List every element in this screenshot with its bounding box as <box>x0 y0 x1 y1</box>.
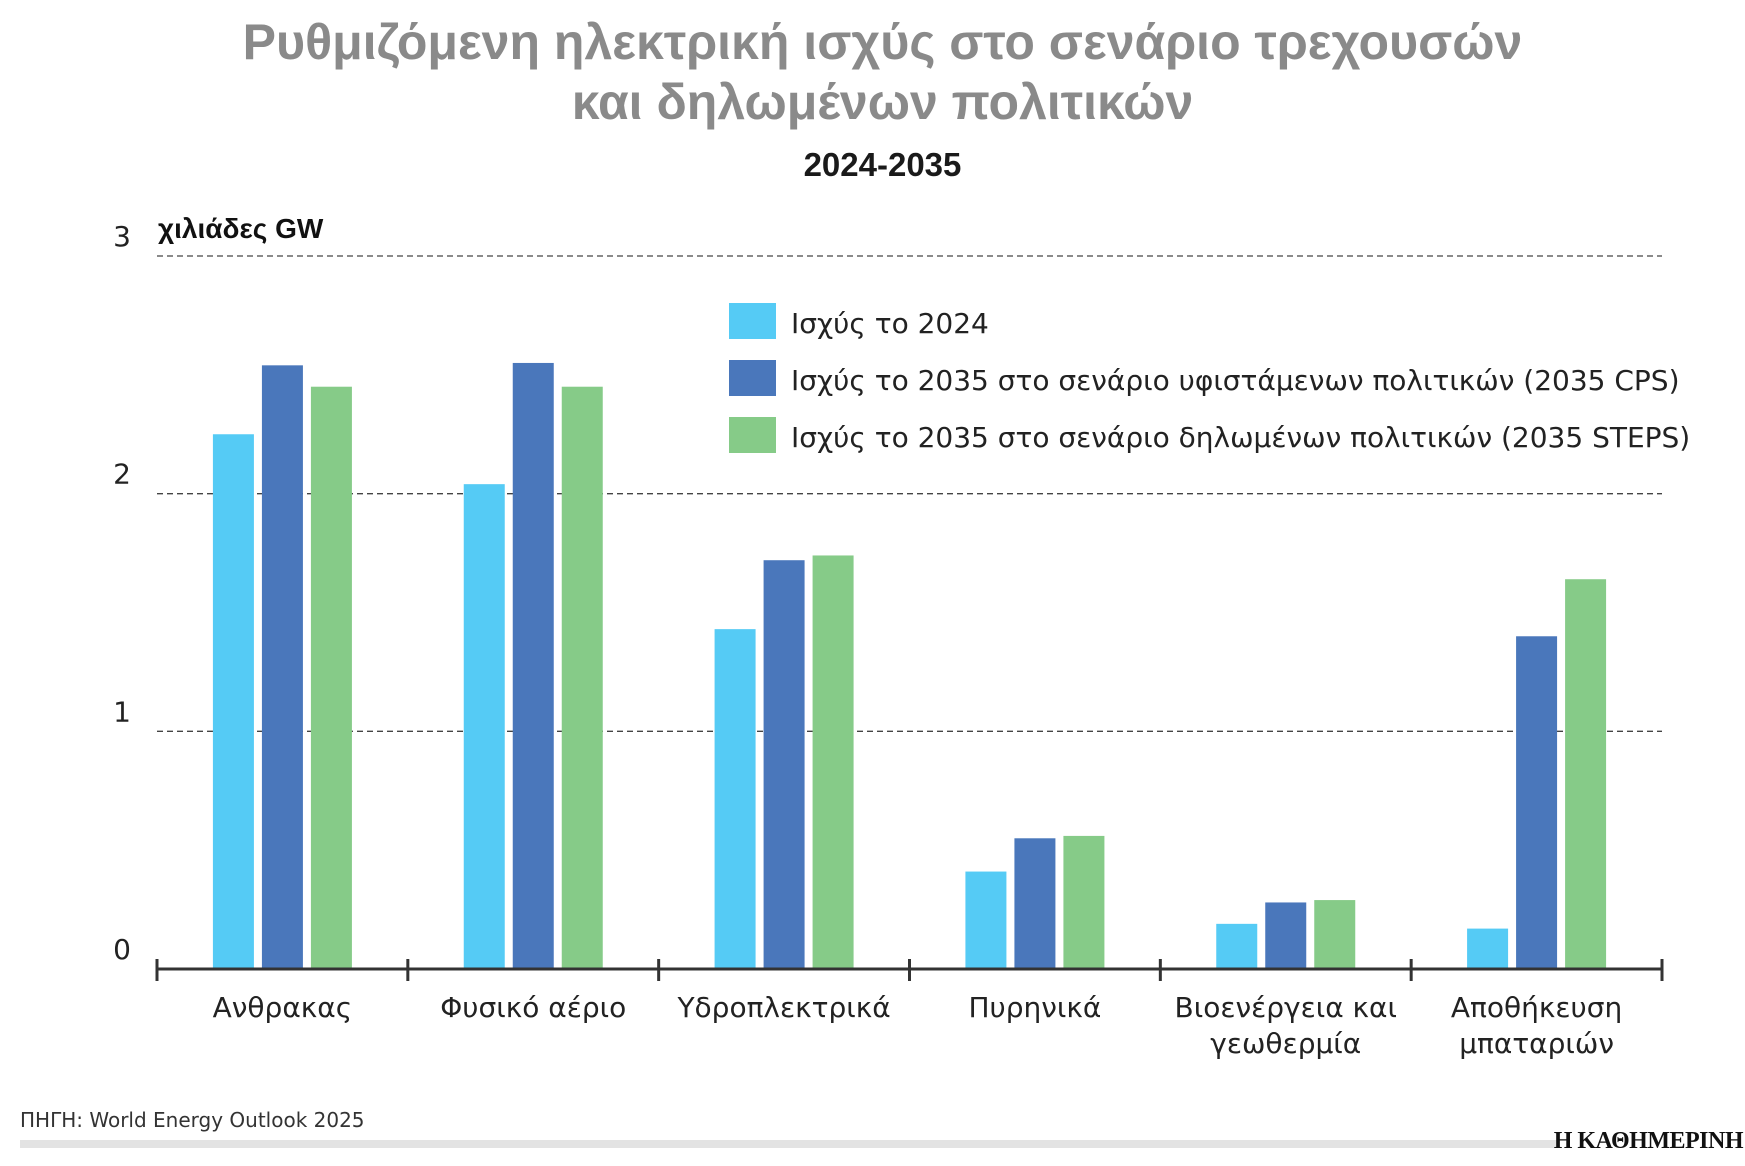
bar <box>714 629 756 969</box>
bar <box>261 365 303 969</box>
x-tick-label: Υδροπλεκτρικά <box>676 991 890 1024</box>
chart-title-line-2: και δηλωμένων πολιτικών <box>571 74 1194 130</box>
bar <box>1063 835 1105 969</box>
x-tick-label: Ανθρακας <box>213 991 353 1024</box>
bar <box>512 362 554 969</box>
source-note: ΠΗΓΗ: World Energy Outlook 2025 <box>20 1108 365 1132</box>
bar <box>1216 923 1258 969</box>
bar <box>561 386 603 969</box>
bar <box>1265 902 1307 969</box>
x-tick-label: γεωθερμία <box>1210 1027 1361 1060</box>
legend-label: Ισχύς το 2024 <box>791 307 989 340</box>
bar <box>1565 579 1607 969</box>
legend-swatch <box>729 417 776 453</box>
bar <box>212 434 254 969</box>
legend-swatch <box>729 303 776 339</box>
bar <box>1516 636 1558 969</box>
chart-subtitle: 2024-2035 <box>803 146 962 183</box>
bar <box>1014 838 1056 969</box>
bar-chart: 0 1 2 3 χιλιάδες GW Ανθρακας Φυσικό αέριο Υδροπ… <box>113 213 1690 1060</box>
legend-label: Ισχύς το 2035 στο σενάριο υφιστάμενων πο… <box>791 364 1680 397</box>
x-tick-label: μπαταριών <box>1459 1027 1614 1060</box>
bar <box>1314 900 1356 969</box>
bar <box>1467 928 1509 969</box>
x-tick-label: Αποθήκευση <box>1451 991 1622 1024</box>
footer-divider <box>20 1140 1560 1148</box>
legend-swatch <box>729 360 776 396</box>
x-tick-label: Φυσικό αέριο <box>440 991 626 1024</box>
y-tick-label: 1 <box>113 695 131 728</box>
bar <box>763 560 805 969</box>
y-tick-label: 2 <box>113 458 131 491</box>
bar <box>463 484 505 969</box>
x-tick-label: Βιοενέργεια και <box>1175 991 1397 1024</box>
y-axis-label: χιλιάδες GW <box>158 213 324 244</box>
y-tick-label: 3 <box>113 220 131 253</box>
y-tick-label: 0 <box>113 933 131 966</box>
bar <box>812 555 854 969</box>
chart-title-line-1: Ρυθμιζόμενη ηλεκτρική ισχύς στο σενάριο … <box>242 14 1523 70</box>
x-tick-label: Πυρηνικά <box>968 991 1101 1024</box>
chart-title: Ρυθμιζόμενη ηλεκτρική ισχύς στο σενάριο … <box>0 12 1745 132</box>
bar <box>965 871 1007 969</box>
bar <box>310 386 352 969</box>
publisher-logo: Η ΚΑΘΗΜΕΡΙΝΗ <box>1553 1128 1744 1154</box>
legend-label: Ισχύς το 2035 στο σενάριο δηλωμένων πολι… <box>791 421 1690 454</box>
